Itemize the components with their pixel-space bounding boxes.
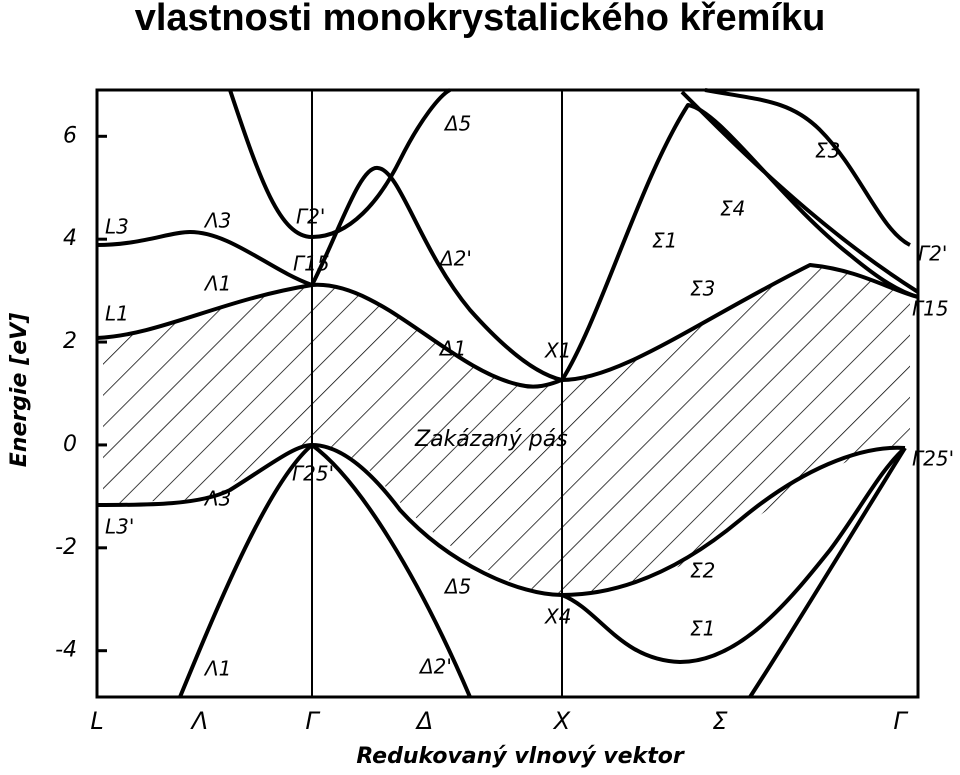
band-label: Σ3 bbox=[690, 277, 715, 301]
sigma3-up bbox=[704, 88, 911, 247]
band-label: Γ2' bbox=[296, 205, 325, 229]
band-label: L3' bbox=[105, 515, 134, 539]
sigma-low2 bbox=[748, 446, 907, 699]
band-label: Λ1 bbox=[203, 657, 231, 681]
y-axis-title: Energie [eV] bbox=[7, 313, 32, 467]
band-gap-hatch bbox=[103, 265, 910, 595]
valence-top bbox=[96, 443, 906, 597]
band-label: Δ2' bbox=[438, 247, 472, 271]
band-label: Γ25' bbox=[292, 462, 334, 486]
band-label: Λ1 bbox=[203, 272, 231, 296]
band-label: Γ25' bbox=[912, 447, 954, 471]
band-label: Σ3 bbox=[815, 139, 840, 163]
sigma1-up bbox=[560, 103, 919, 382]
delta2-up bbox=[310, 166, 563, 382]
conduction-low bbox=[96, 263, 919, 389]
band-label: Γ15 bbox=[912, 297, 949, 321]
band-label: Γ2' bbox=[918, 242, 947, 266]
x-point: Γ bbox=[305, 707, 320, 735]
sigma4 bbox=[680, 90, 920, 294]
bands bbox=[96, 88, 920, 699]
y-tick-label: 6 bbox=[63, 123, 77, 148]
x-point: Δ bbox=[415, 707, 433, 735]
band-label: Σ1 bbox=[690, 617, 715, 641]
band-label: X1 bbox=[544, 339, 571, 363]
plot-frame bbox=[95, 88, 920, 699]
l3-band bbox=[96, 230, 313, 287]
band-label: Σ4 bbox=[720, 197, 745, 221]
band-label: Δ5 bbox=[443, 575, 471, 599]
band-label: Γ15 bbox=[293, 252, 330, 276]
band-label: L1 bbox=[105, 302, 129, 326]
band-labels: L3 Λ3 Γ2' Δ5 Γ15 Λ1 Δ2' L1 Δ1 X1 Σ1 Σ4 Σ… bbox=[105, 112, 954, 681]
band-label: Σ2 bbox=[690, 559, 715, 583]
band-label: Δ2' bbox=[418, 655, 452, 679]
gamma2-band bbox=[228, 88, 452, 239]
band-label: Λ3 bbox=[203, 209, 231, 233]
y-tick-label: -4 bbox=[55, 638, 77, 663]
y-tick-label: 0 bbox=[63, 432, 77, 457]
title: vlastnosti monokrystalického křemíku bbox=[135, 0, 826, 39]
band-label: X4 bbox=[544, 605, 571, 629]
band-label: Δ1 bbox=[438, 337, 466, 361]
band-label: Σ1 bbox=[652, 229, 677, 253]
x-point: Γ bbox=[893, 707, 908, 735]
delta2-low bbox=[310, 443, 472, 698]
x-point: X bbox=[552, 707, 571, 735]
y-tick-label: 2 bbox=[63, 329, 77, 354]
band-label: Zakázaný pás bbox=[414, 427, 568, 452]
lambda1-low bbox=[178, 443, 314, 698]
x-point: Σ bbox=[712, 707, 728, 735]
band-label: Λ3 bbox=[203, 487, 231, 511]
y-tick-label: -2 bbox=[55, 535, 77, 560]
y-tick-label: 4 bbox=[63, 226, 77, 251]
x-point: L bbox=[90, 707, 103, 735]
x-point: Λ bbox=[190, 707, 208, 735]
sigma1-low bbox=[561, 446, 907, 664]
band-label: Δ5 bbox=[443, 112, 471, 136]
band-label: L3 bbox=[105, 215, 129, 239]
x-axis-title: Redukovaný vlnový vektor bbox=[356, 744, 685, 769]
